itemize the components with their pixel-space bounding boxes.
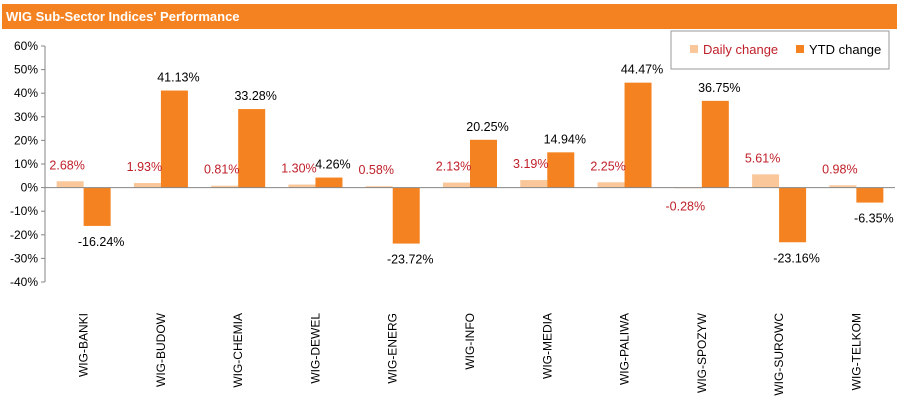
y-tick-label: 10% [14, 157, 38, 171]
bar-daily-change [752, 174, 780, 188]
y-tick-label: -10% [10, 204, 38, 218]
x-category-label: WIG-TELKOM [849, 313, 863, 390]
bar-daily-change [133, 183, 161, 188]
data-label-daily: 5.61% [745, 151, 780, 165]
y-tick-label: -30% [10, 251, 38, 265]
data-label-daily: -0.28% [666, 200, 706, 214]
data-label-daily: 3.19% [513, 157, 548, 171]
x-category-label: WIG-BUDOW [154, 312, 168, 387]
data-label-ytd: -23.72% [387, 253, 434, 267]
y-tick-label: 20% [14, 133, 38, 147]
bar-ytd-change [624, 82, 652, 188]
x-category-label: WIG-CHEMIA [231, 313, 245, 388]
bar-daily-change [597, 182, 625, 188]
data-label-daily: 2.68% [49, 158, 84, 172]
y-tick-label: 50% [14, 63, 38, 77]
bar-ytd-change [83, 187, 111, 226]
data-label-ytd: -16.24% [78, 235, 125, 249]
data-label-ytd: 41.13% [157, 71, 199, 85]
data-label-ytd: 20.25% [466, 120, 508, 134]
data-label-ytd: -6.35% [854, 212, 894, 226]
y-tick-label: 30% [14, 110, 38, 124]
legend-label-ytd: YTD change [809, 42, 881, 57]
x-category-label: WIG-MEDIA [540, 313, 554, 379]
chart-title-bar: WIG Sub-Sector Indices' Performance [2, 4, 897, 29]
x-category-label: WIG-BANKI [77, 313, 91, 377]
legend-box [670, 30, 890, 70]
x-category-label: WIG-SUROWC [772, 313, 786, 396]
bar-daily-change [520, 180, 548, 188]
data-label-daily: 0.81% [204, 163, 239, 177]
data-label-daily: 2.13% [436, 160, 471, 174]
y-tick-label: 40% [14, 86, 38, 100]
bar-ytd-change [856, 187, 884, 203]
data-label-ytd: -23.16% [773, 251, 820, 265]
bar-daily-change [829, 185, 857, 188]
bar-ytd-change [160, 90, 188, 188]
bar-ytd-change [315, 177, 343, 188]
legend-swatch-daily [690, 45, 698, 53]
bar-daily-change [288, 184, 316, 188]
x-category-label: WIG-PALIWA [618, 313, 632, 385]
y-tick-label: 60% [14, 39, 38, 53]
bar-daily-change [56, 181, 84, 188]
data-label-ytd: 14.94% [544, 132, 586, 146]
bar-daily-change [443, 182, 470, 188]
x-category-label: WIG-DEWEL [308, 313, 322, 384]
y-tick-label: -40% [10, 275, 38, 289]
y-tick-label: -20% [10, 228, 38, 242]
bar-ytd-change [701, 100, 729, 188]
bar-daily-change [365, 186, 393, 188]
legend-swatch-ytd [796, 45, 804, 53]
data-label-daily: 2.25% [590, 159, 625, 173]
data-label-daily: 0.98% [822, 162, 857, 176]
legend-label-daily: Daily change [703, 42, 778, 57]
data-label-ytd: 33.28% [234, 89, 276, 103]
data-label-daily: 1.93% [127, 160, 162, 174]
bar-ytd-change [392, 187, 420, 244]
data-label-ytd: 44.47% [621, 63, 663, 77]
x-category-label: WIG-SPOZYW [695, 312, 709, 393]
bar-ytd-change [470, 139, 497, 188]
bar-ytd-change [779, 187, 807, 243]
data-label-ytd: 36.75% [698, 81, 740, 95]
bar-daily-change [211, 185, 239, 188]
x-category-label: WIG-INFO [463, 313, 477, 370]
y-tick-label: 0% [21, 181, 39, 195]
data-label-ytd: 4.26% [315, 158, 350, 172]
x-category-label: WIG-ENERG [386, 313, 400, 384]
chart-title: WIG Sub-Sector Indices' Performance [6, 9, 240, 24]
data-label-daily: 0.58% [359, 163, 394, 177]
data-label-daily: 1.30% [281, 162, 316, 176]
bar-ytd-change [547, 152, 575, 188]
bar-ytd-change [238, 109, 266, 188]
